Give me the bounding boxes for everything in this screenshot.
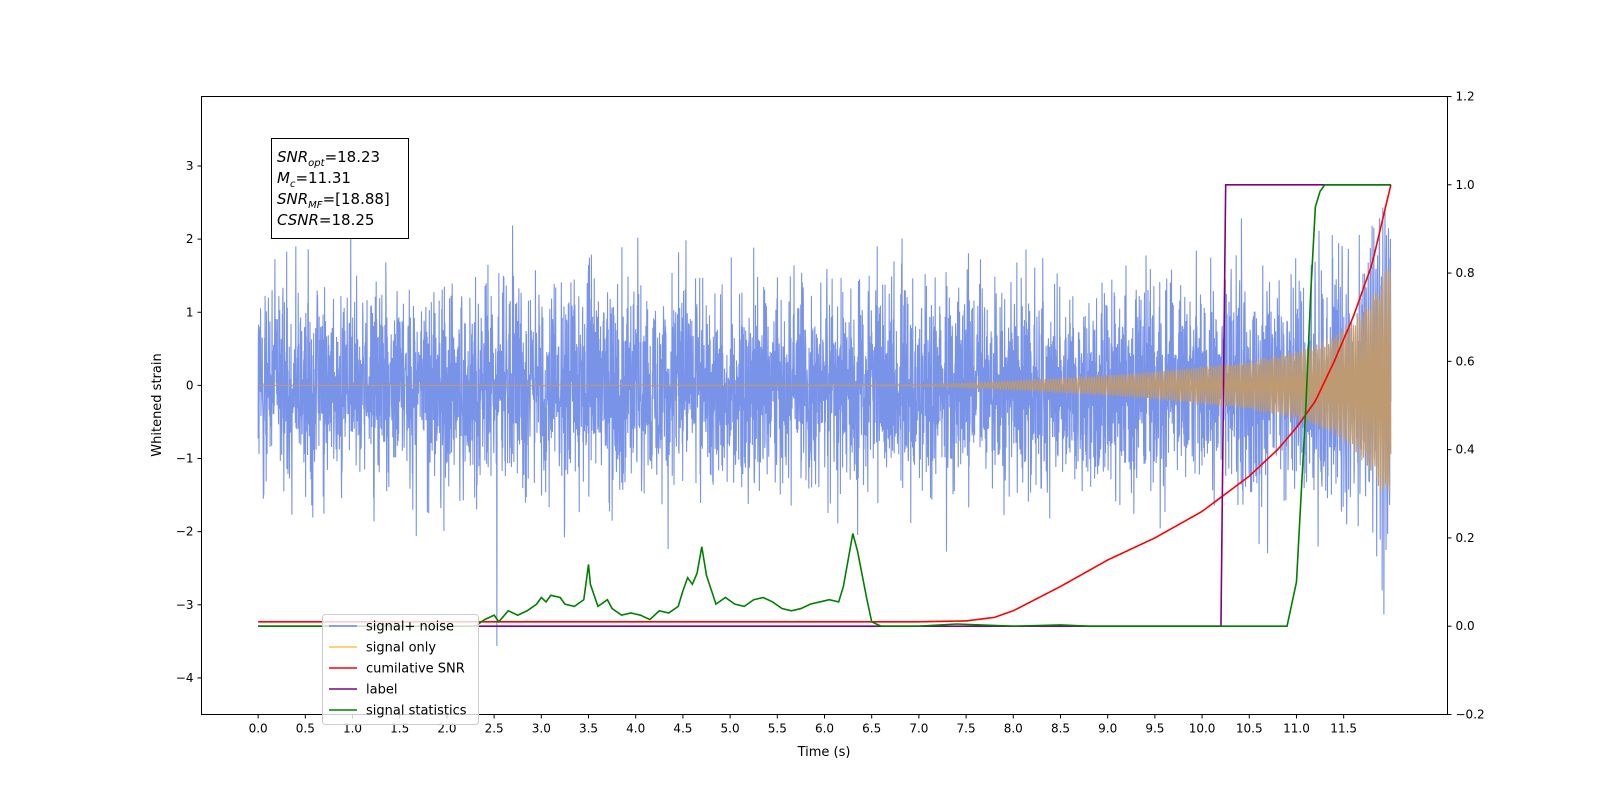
svg-text:signal statistics: signal statistics [366, 704, 467, 719]
x-tick-label: 9.0 [1098, 722, 1117, 736]
stats-annotation-box: SNRopt=18.23Mc=11.31SNRMF=[18.88]CSNR=18… [271, 138, 409, 239]
y2-tick-label: −0.2 [1456, 708, 1485, 722]
series-signal-only-line [258, 268, 1392, 493]
annotation-line: SNRopt=18.23 [277, 148, 380, 169]
x-tick-label: 10.0 [1189, 722, 1216, 736]
y2-tick-label: 0.2 [1456, 531, 1475, 545]
x-tick-label: 6.5 [862, 722, 881, 736]
svg-text:label: label [366, 683, 397, 698]
y-axis-label: Whitened strain [150, 353, 165, 456]
x-tick-label: 11.0 [1283, 722, 1310, 736]
y-tick-label: 0 [186, 378, 194, 392]
svg-text:cumilative SNR: cumilative SNR [366, 662, 465, 677]
y2-tick-label: 0.0 [1456, 619, 1475, 633]
x-tick-label: 7.0 [909, 722, 928, 736]
x-tick-label: 10.5 [1236, 722, 1263, 736]
x-tick-label: 7.5 [957, 722, 976, 736]
y2-tick-label: 0.4 [1456, 443, 1475, 457]
svg-text:signal+ noise: signal+ noise [366, 620, 454, 635]
y2-tick-label: 1.0 [1456, 178, 1475, 192]
y-axis-left: −4 −3 −2 −1 0 1 2 3 [176, 159, 202, 685]
annotation-line: Mc=11.31 [277, 169, 351, 190]
legend[interactable]: signal+ noise signal only cumilative SNR la… [322, 614, 479, 725]
x-tick-label: 5.5 [768, 722, 787, 736]
annotation-line: SNRMF=[18.88] [277, 190, 390, 211]
x-tick-label: 8.0 [1004, 722, 1023, 736]
y-tick-label: −2 [176, 525, 194, 539]
x-tick-label: 4.5 [673, 722, 692, 736]
x-tick-label: 3.5 [579, 722, 598, 736]
y-tick-label: 2 [186, 232, 194, 246]
y2-tick-label: 0.6 [1456, 354, 1475, 368]
legend-entry[interactable]: signal statistics [329, 704, 467, 719]
x-tick-label: 8.5 [1051, 722, 1070, 736]
x-tick-label: 0.5 [296, 722, 315, 736]
x-tick-label: 11.5 [1330, 722, 1357, 736]
series-label-line [258, 183, 1391, 628]
x-tick-label: 9.5 [1145, 722, 1164, 736]
x-tick-label: 5.0 [721, 722, 740, 736]
y-tick-label: 3 [186, 159, 194, 173]
series-signal-statistics-line [258, 183, 1391, 628]
y-tick-label: −3 [176, 598, 194, 612]
y-tick-label: −1 [176, 452, 194, 466]
x-axis-label: Time (s) [797, 745, 851, 760]
annotation-line: CSNR=18.25 [277, 211, 374, 229]
y2-tick-label: 1.2 [1456, 90, 1475, 104]
x-tick-label: 6.0 [815, 722, 834, 736]
series-signal-noise-line [257, 206, 1392, 646]
y-tick-label: 1 [186, 305, 194, 319]
x-tick-label: 4.0 [626, 722, 645, 736]
y-axis-right: −0.2 0.0 0.2 0.4 0.6 0.8 1.0 1.2 [1447, 90, 1485, 722]
y2-tick-label: 0.8 [1456, 266, 1475, 280]
x-tick-label: 2.5 [485, 722, 504, 736]
legend-entry[interactable]: label [329, 683, 397, 698]
plot-area [257, 183, 1392, 646]
x-tick-label: 3.0 [532, 722, 551, 736]
legend-entry[interactable]: signal only [329, 641, 436, 656]
svg-text:signal only: signal only [366, 641, 436, 656]
legend-entry[interactable]: signal+ noise [329, 620, 454, 635]
y-tick-label: −4 [176, 671, 194, 685]
x-tick-label: 0.0 [249, 722, 268, 736]
legend-entry[interactable]: cumilative SNR [329, 662, 465, 677]
